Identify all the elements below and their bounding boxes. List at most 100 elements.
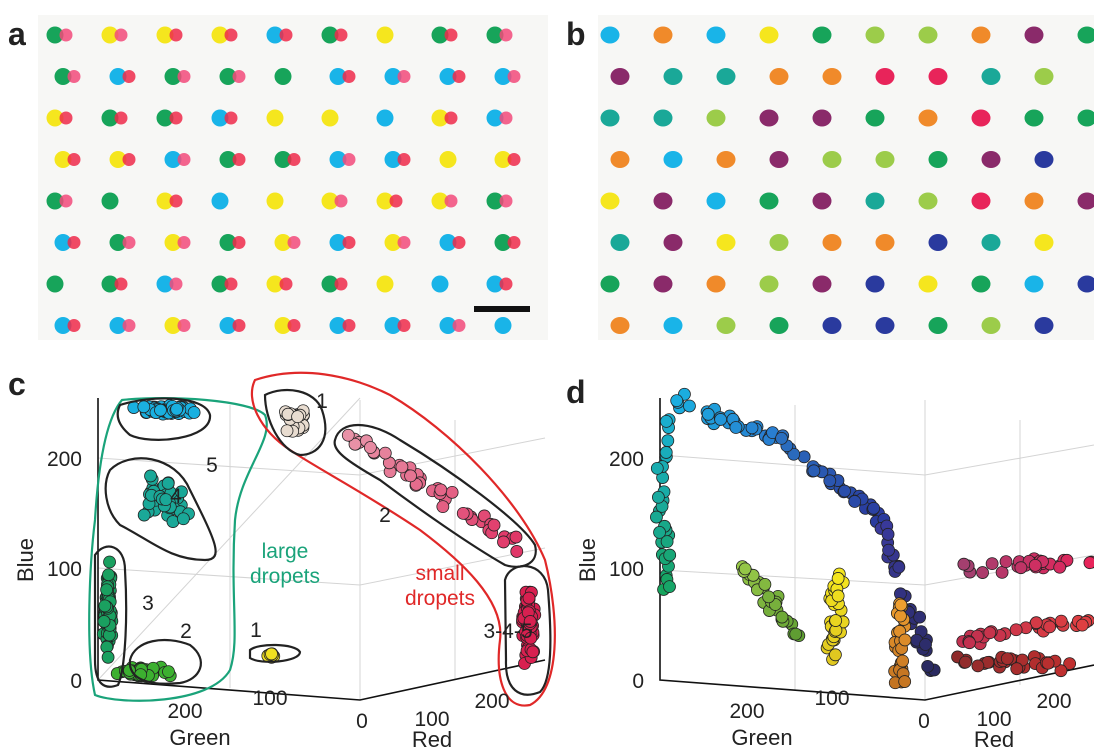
droplet	[266, 192, 284, 210]
droplet	[499, 28, 513, 42]
z-tick-label: 100	[47, 558, 82, 581]
point	[919, 638, 932, 651]
droplet	[507, 153, 521, 166]
droplet	[67, 319, 81, 332]
point	[187, 406, 201, 419]
droplet	[1024, 26, 1044, 44]
droplet	[211, 275, 229, 293]
droplet	[486, 26, 504, 44]
droplet	[769, 317, 789, 334]
droplet	[610, 234, 630, 251]
point	[378, 446, 392, 460]
point	[976, 566, 989, 579]
point	[663, 580, 676, 594]
axis-label: Green	[731, 725, 792, 749]
droplet	[376, 109, 394, 127]
point	[280, 424, 294, 438]
droplet	[67, 70, 81, 83]
droplet	[1024, 275, 1044, 293]
point	[436, 500, 450, 514]
droplet	[397, 319, 411, 332]
point	[265, 647, 278, 661]
outlines	[88, 371, 556, 707]
droplet	[444, 28, 458, 42]
red-tick-label: 100	[414, 708, 449, 731]
droplet	[232, 153, 246, 166]
droplet	[822, 317, 842, 334]
point	[663, 548, 677, 562]
photo-a	[38, 15, 548, 340]
point	[683, 399, 696, 413]
droplet	[266, 26, 284, 44]
droplet	[600, 109, 620, 127]
droplet	[822, 151, 842, 168]
photo-b	[598, 15, 1094, 340]
droplet	[177, 236, 191, 249]
droplet	[600, 275, 620, 293]
point	[1041, 656, 1055, 670]
cluster-label: 3	[142, 592, 154, 615]
droplet	[67, 236, 81, 249]
point	[650, 461, 664, 475]
droplet	[109, 68, 127, 85]
droplet	[287, 236, 301, 249]
droplet	[507, 70, 521, 83]
droplet	[224, 111, 238, 125]
point	[509, 530, 523, 544]
point	[175, 485, 188, 499]
droplet	[334, 194, 348, 208]
droplet	[439, 317, 457, 334]
droplet	[1077, 109, 1094, 127]
point	[838, 484, 851, 498]
point	[144, 469, 157, 483]
point	[1028, 558, 1042, 572]
point	[829, 614, 843, 627]
droplet	[376, 275, 394, 293]
droplet	[928, 68, 948, 85]
droplet	[376, 192, 394, 210]
point	[364, 441, 377, 454]
scatter-c	[96, 399, 542, 683]
point	[762, 590, 775, 604]
droplet	[101, 26, 119, 44]
droplet	[101, 192, 119, 210]
droplet	[716, 151, 736, 168]
droplet	[499, 277, 513, 291]
droplet	[1034, 234, 1054, 251]
droplet	[67, 153, 81, 166]
point	[659, 446, 673, 459]
droplet	[981, 234, 1001, 251]
droplet	[1077, 192, 1094, 210]
droplet	[918, 26, 938, 44]
droplet	[865, 109, 885, 127]
scale-bar	[474, 306, 530, 312]
droplet	[321, 109, 339, 127]
droplet	[759, 192, 779, 210]
point	[898, 675, 912, 688]
droplet	[169, 28, 183, 42]
droplet	[279, 28, 293, 42]
droplet	[452, 236, 466, 249]
axis-label: Red	[974, 727, 1014, 749]
droplet	[653, 192, 673, 210]
point	[701, 407, 715, 421]
point	[896, 654, 910, 668]
droplet	[759, 109, 779, 127]
point	[775, 610, 789, 624]
droplet	[164, 68, 182, 85]
droplet	[279, 277, 293, 291]
point	[892, 560, 906, 574]
droplet	[397, 153, 411, 166]
droplet	[54, 234, 72, 251]
droplet	[494, 151, 512, 168]
droplet	[59, 28, 73, 42]
droplet	[431, 109, 449, 127]
droplet	[109, 151, 127, 168]
droplet	[706, 26, 726, 44]
point	[652, 490, 665, 504]
droplet	[274, 317, 292, 334]
point	[291, 410, 304, 424]
droplet	[663, 317, 683, 334]
droplet	[444, 111, 458, 125]
point	[434, 483, 448, 497]
